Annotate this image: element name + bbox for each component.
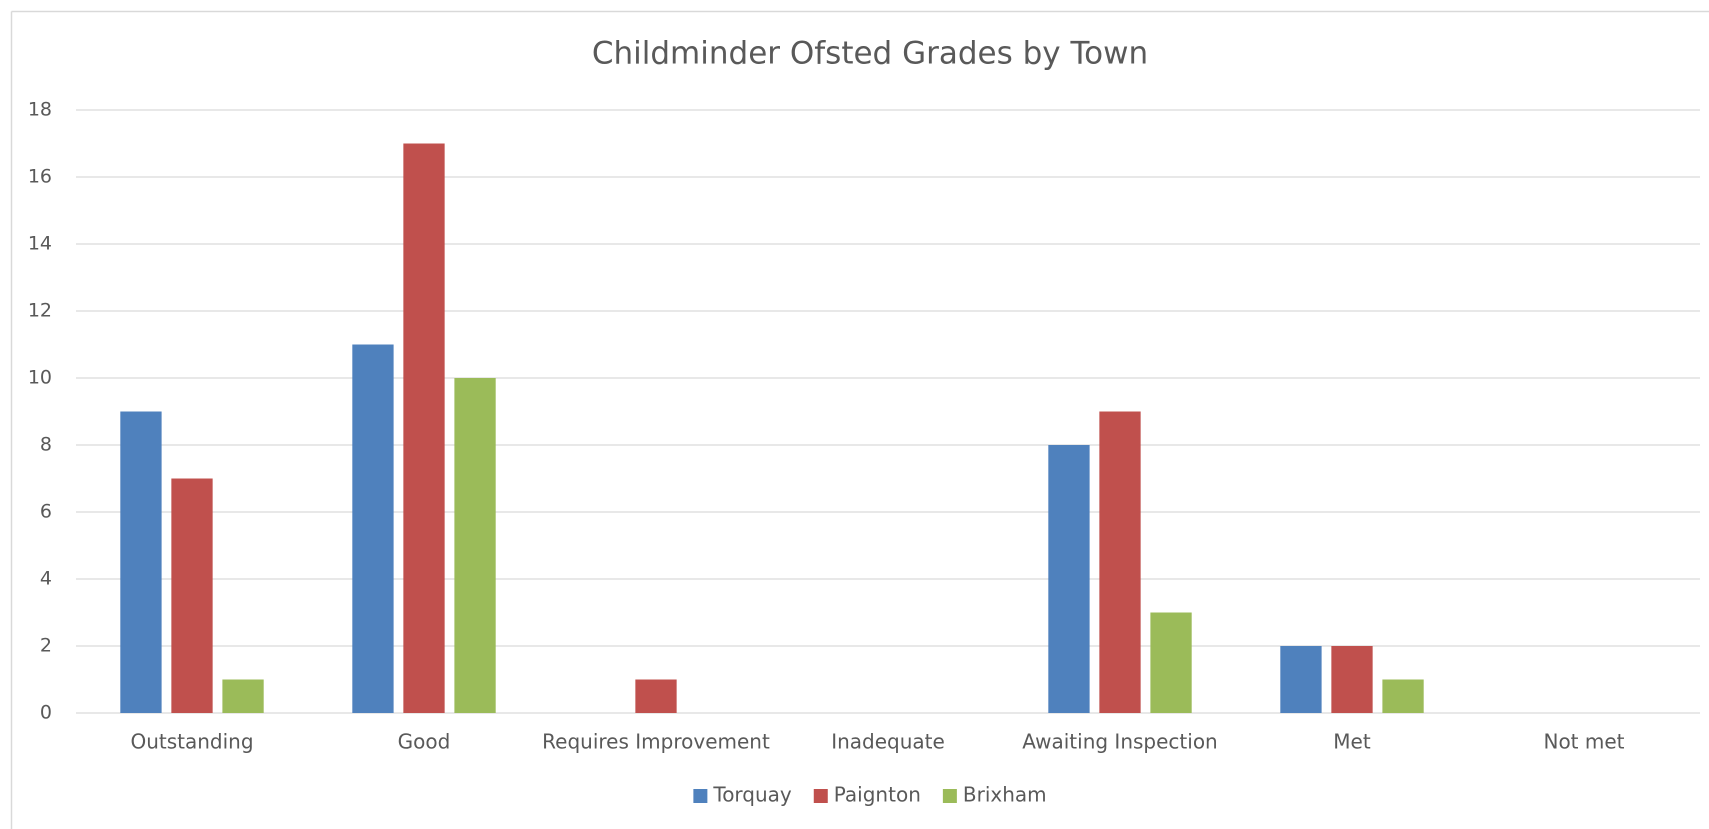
x-tick-label: Awaiting Inspection [1022,730,1217,754]
bar [454,378,496,713]
bar [120,411,162,713]
bar [352,344,394,713]
y-tick-label: 18 [28,99,52,121]
y-tick-label: 8 [40,434,52,456]
legend-label: Brixham [963,783,1047,807]
x-tick-label: Good [398,730,451,754]
legend-swatch [813,789,828,803]
y-tick-label: 14 [28,233,52,255]
x-tick-label: Not met [1543,730,1624,754]
x-tick-label: Requires Improvement [542,730,770,754]
x-tick-label: Inadequate [831,730,945,754]
bar [1048,445,1090,713]
y-tick-label: 4 [40,568,52,590]
y-tick-label: 10 [28,367,52,389]
bar [171,478,213,713]
x-tick-label: Outstanding [130,730,253,754]
legend-label: Torquay [712,783,792,807]
bar [1280,646,1322,713]
bar [1150,612,1192,713]
bar [403,143,445,713]
x-tick-label: Met [1333,730,1371,754]
y-tick-label: 6 [40,501,52,523]
legend-swatch [693,789,708,803]
y-tick-label: 2 [40,635,52,657]
y-tick-label: 16 [28,166,52,188]
bar [1382,679,1424,713]
bar [1099,411,1141,713]
chart-title: Childminder Ofsted Grades by Town [592,36,1148,72]
y-tick-label: 12 [28,300,52,322]
bar [1331,646,1373,713]
bar [222,679,264,713]
legend-label: Paignton [834,783,921,807]
y-tick-label: 0 [40,702,52,724]
legend-swatch [942,789,957,803]
bar [635,679,677,713]
